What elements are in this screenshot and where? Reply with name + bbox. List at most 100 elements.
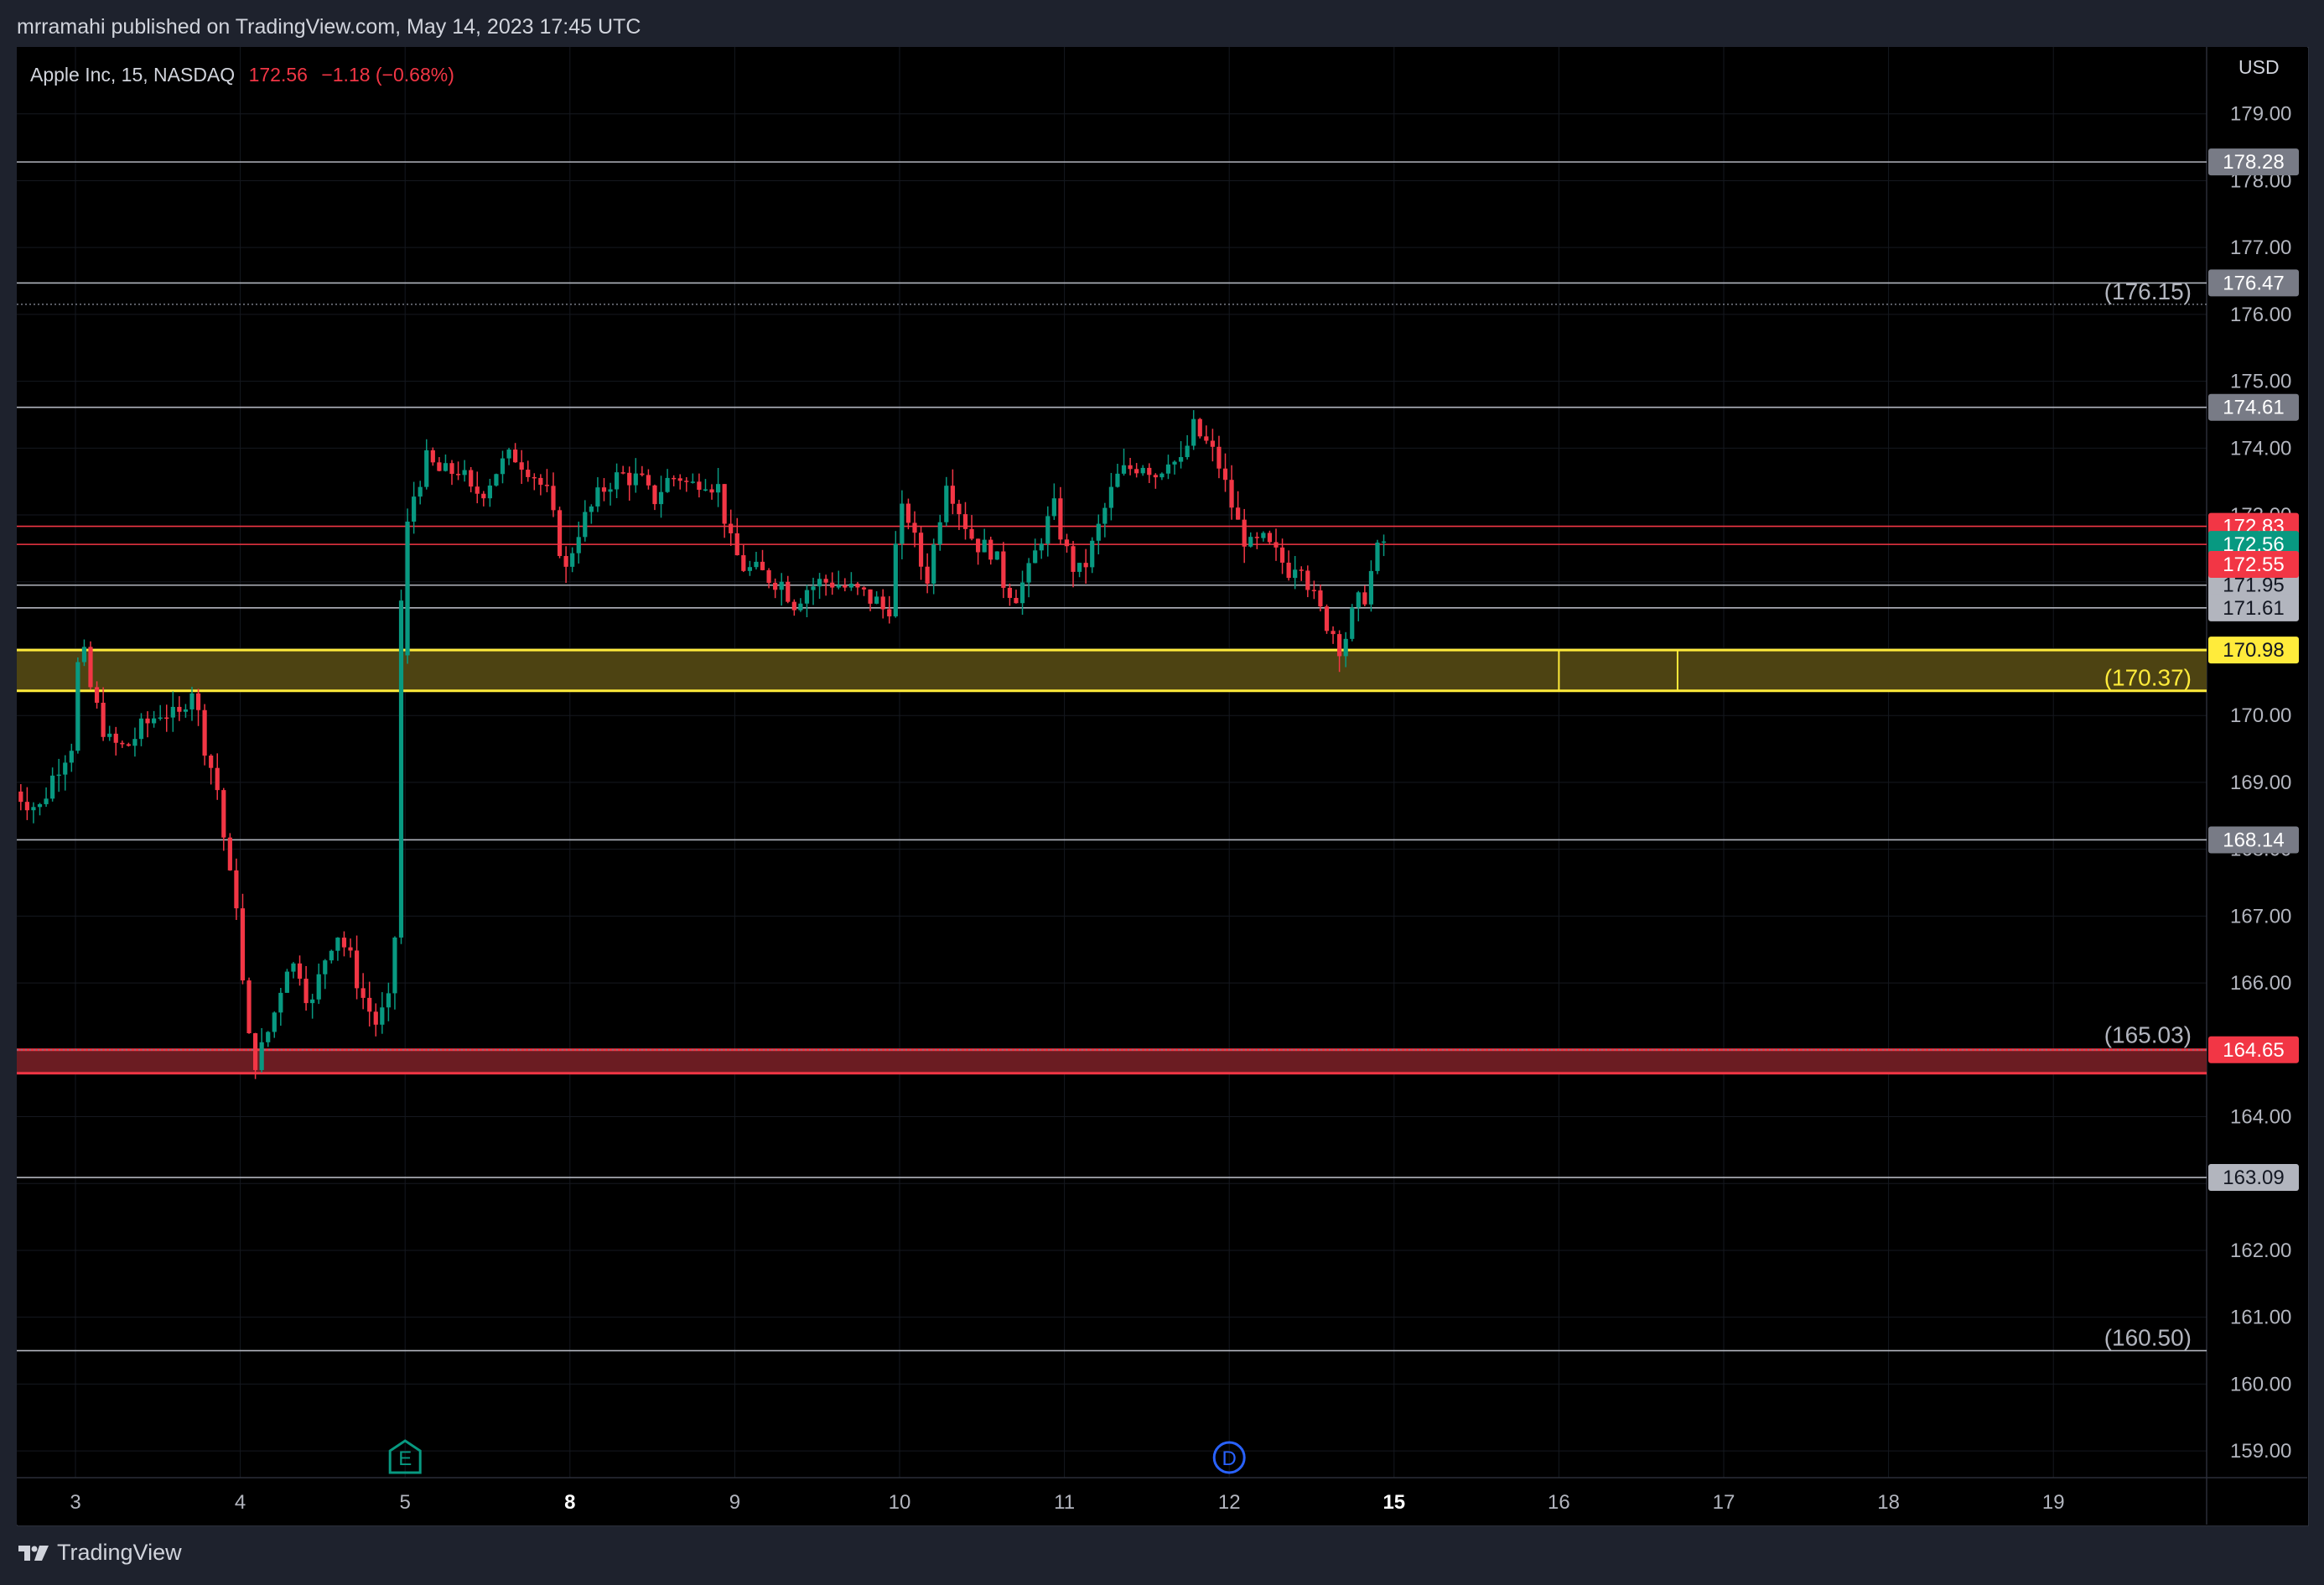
candle-body <box>646 475 651 486</box>
candle-body <box>1299 569 1304 571</box>
candle-body <box>449 463 454 475</box>
candle-body <box>861 587 867 590</box>
candle-body <box>1185 445 1190 458</box>
candle-body <box>791 601 796 611</box>
candle-body <box>240 908 246 981</box>
candle-body <box>729 523 734 533</box>
price-tick: 170.00 <box>2230 704 2291 727</box>
candle-body <box>462 470 467 476</box>
candle-body <box>703 489 708 491</box>
candle-body <box>1108 486 1114 508</box>
price-label-bg <box>2208 637 2299 664</box>
candle-body <box>1172 461 1177 465</box>
candle-body <box>1274 542 1279 548</box>
candle-body <box>944 486 949 522</box>
candle-body <box>760 561 765 570</box>
candle-body <box>557 510 563 556</box>
candle-body <box>583 512 588 538</box>
candle-body <box>469 470 474 487</box>
candle-body <box>195 693 201 710</box>
candle-body <box>1033 550 1038 564</box>
candle-body <box>329 950 334 961</box>
level-annotation: (160.50) <box>2104 1325 2192 1351</box>
candle-body <box>107 733 112 737</box>
candle-body <box>418 486 423 497</box>
candle-body <box>392 937 397 994</box>
price-tick: 164.00 <box>2230 1106 2291 1129</box>
price-tick: 166.00 <box>2230 972 2291 995</box>
candle-body <box>272 1012 277 1032</box>
price-label: 164.65 <box>2223 1039 2284 1062</box>
price-label: 170.98 <box>2223 639 2284 662</box>
price-label: 171.61 <box>2223 597 2284 620</box>
price-label-bg <box>2208 594 2299 621</box>
candle-body <box>627 472 632 486</box>
candle-body <box>398 600 404 938</box>
candle-body <box>1236 507 1241 520</box>
time-tick: 5 <box>400 1491 411 1514</box>
candle-body <box>132 739 137 746</box>
candle-body <box>1014 597 1019 604</box>
candle-body <box>811 586 816 590</box>
time-tick: 10 <box>889 1491 911 1514</box>
candle-body <box>709 489 714 493</box>
candle-body <box>848 583 853 588</box>
zones <box>17 648 2207 1075</box>
candle-body <box>209 755 214 768</box>
candle-body <box>284 971 290 993</box>
candle-body <box>722 484 727 524</box>
candle-body <box>386 993 391 1008</box>
candle-body <box>798 603 803 611</box>
candle-body <box>63 762 68 775</box>
chart-background <box>17 47 2307 1525</box>
candle-body <box>1115 473 1120 487</box>
candle-body <box>1001 551 1006 588</box>
time-tick: 3 <box>70 1491 80 1514</box>
candle-body <box>544 485 550 486</box>
price-label: 172.55 <box>2223 553 2284 576</box>
candle-body <box>1019 582 1025 604</box>
candle-body <box>658 491 664 505</box>
symbol-legend[interactable]: Apple Inc, 15, NASDAQ 172.56 −1.18 (−0.6… <box>30 64 454 86</box>
candle-body <box>773 582 778 590</box>
candle-body <box>215 767 220 791</box>
candle-body <box>310 999 315 1004</box>
candle-body <box>1159 473 1165 478</box>
candle-body <box>576 537 581 553</box>
candle-body <box>266 1032 271 1042</box>
candle-body <box>1254 537 1259 538</box>
candle-body <box>1026 563 1031 583</box>
candle-body <box>570 553 575 567</box>
candle-body <box>1222 468 1228 481</box>
candle-body <box>246 980 252 1034</box>
candle-body <box>1286 562 1291 579</box>
candle-body <box>297 963 303 980</box>
candle-body <box>962 514 968 529</box>
candle-body <box>145 718 150 724</box>
candle-body <box>563 555 568 567</box>
candle-body <box>1178 457 1184 462</box>
price-label-bg <box>2208 148 2299 176</box>
candle-body <box>817 579 822 587</box>
candle-body <box>519 462 524 470</box>
candle-body <box>88 647 93 688</box>
candle-body <box>455 474 461 476</box>
candle-body <box>303 979 309 1004</box>
candle-body <box>1128 465 1133 470</box>
publish-text: mrramahi published on TradingView.com, M… <box>17 15 641 39</box>
candle-body <box>1356 592 1361 608</box>
tradingview-brand[interactable]: TradingView <box>17 1540 182 1566</box>
candle-body <box>887 609 892 616</box>
price-label: 171.95 <box>2223 574 2284 597</box>
candle-body <box>677 478 682 481</box>
candle-body <box>1242 519 1247 547</box>
zone-1 <box>17 1049 2207 1073</box>
candle-body <box>1058 498 1063 540</box>
price-label-bg <box>2208 551 2299 579</box>
candle-body <box>221 790 226 838</box>
candle-body <box>1147 467 1152 476</box>
candle-body <box>925 566 930 584</box>
time-axis: 3 4 5 8 9 10 11 12 15 16 17 18 19 <box>70 1491 2064 1514</box>
